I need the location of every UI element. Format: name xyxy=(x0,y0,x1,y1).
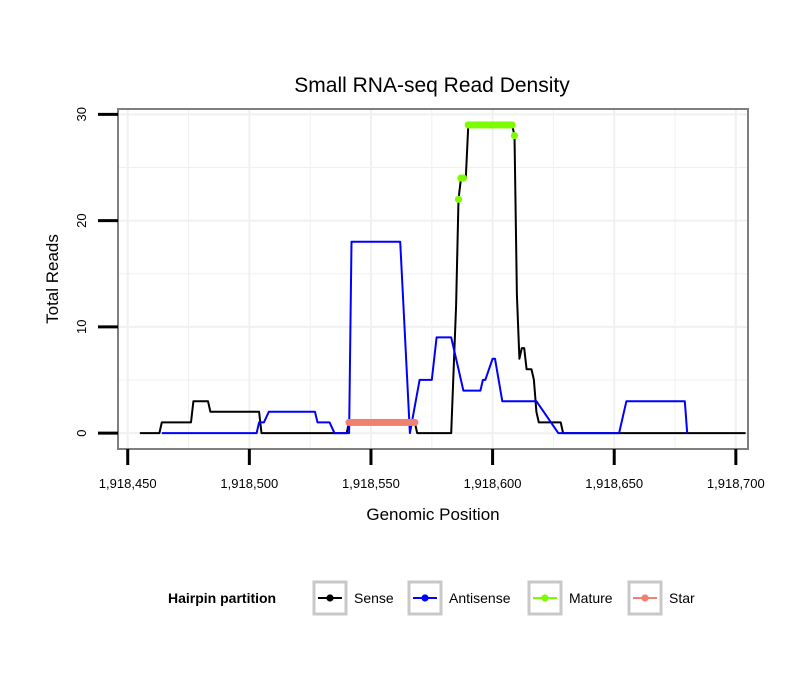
x-tick-label: 1,918,450 xyxy=(99,476,157,491)
legend-item-antisense: Antisense xyxy=(407,580,511,616)
point-mature xyxy=(508,121,516,129)
legend-key-point xyxy=(541,594,549,602)
series-layer xyxy=(139,123,746,435)
y-tick-label: 30 xyxy=(74,107,89,121)
legend: Hairpin partition Sense Antisense Mature St… xyxy=(168,580,695,616)
y-tick-label: 0 xyxy=(74,429,89,436)
legend-items: Sense Antisense Mature Star xyxy=(312,580,695,616)
point-mature xyxy=(459,174,468,182)
legend-key-point xyxy=(421,594,429,602)
legend-item-star: Star xyxy=(627,580,695,616)
legend-label: Antisense xyxy=(449,590,511,606)
chart-title: Small RNA-seq Read Density xyxy=(294,74,570,97)
point-mature xyxy=(454,195,463,203)
legend-key-point xyxy=(326,594,334,602)
axes: 1,918,450 1,918,500 1,918,550 1,918,600 1,91… xyxy=(74,107,765,491)
point-mature xyxy=(510,131,519,140)
grid xyxy=(118,109,748,449)
points-layer xyxy=(345,121,519,427)
x-tick-label: 1,918,650 xyxy=(585,476,643,491)
series-line-sense xyxy=(139,123,746,435)
y-axis-title: Total Reads xyxy=(43,234,62,324)
legend-item-sense: Sense xyxy=(312,580,394,616)
x-tick-label: 1,918,500 xyxy=(220,476,278,491)
x-tick-label: 1,918,550 xyxy=(342,476,400,491)
y-tick-label: 20 xyxy=(74,213,89,227)
series-line-antisense xyxy=(161,240,689,435)
legend-title: Hairpin partition xyxy=(168,590,276,606)
x-tick-label: 1,918,600 xyxy=(464,476,522,491)
legend-item-mature: Mature xyxy=(527,580,613,616)
x-tick-label: 1,918,700 xyxy=(707,476,765,491)
legend-label: Sense xyxy=(354,590,394,606)
point-star xyxy=(411,418,419,427)
legend-key-point xyxy=(641,594,649,602)
plot-border xyxy=(117,108,749,450)
legend-label: Mature xyxy=(569,590,613,606)
y-tick-label: 10 xyxy=(74,320,89,334)
x-axis-title: Genomic Position xyxy=(366,505,499,524)
legend-label: Star xyxy=(669,590,695,606)
